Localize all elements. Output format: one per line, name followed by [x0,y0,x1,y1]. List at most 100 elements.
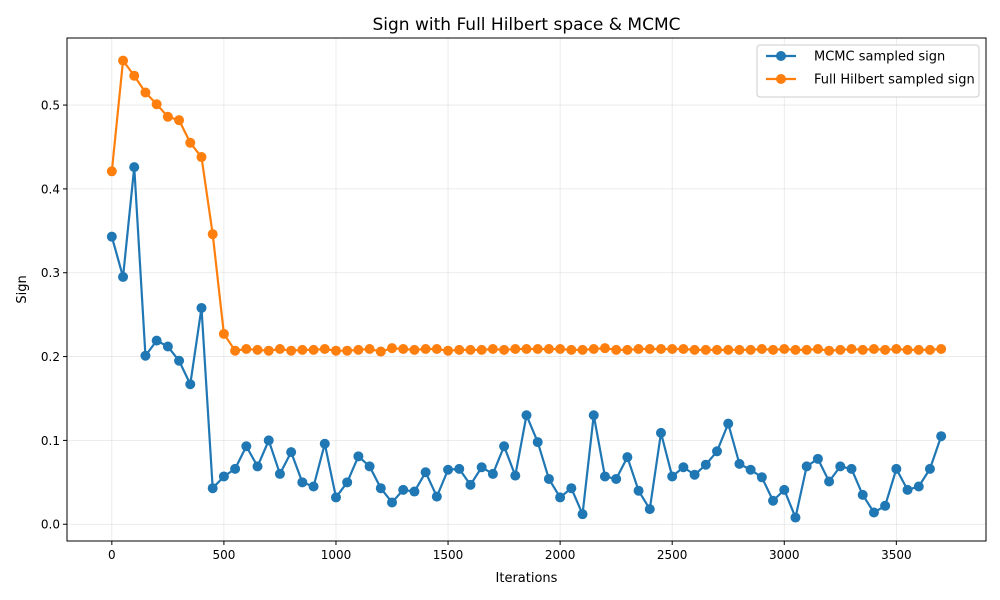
data-point [745,344,756,355]
data-point [812,344,823,355]
data-point [521,410,532,421]
data-point [868,344,879,355]
plot-frame [66,37,987,542]
data-point [891,344,902,355]
x-tick-label: 0 [108,548,116,562]
data-point [700,344,711,355]
legend: MCMC sampled sign Full Hilbert sampled s… [756,44,980,98]
data-point [924,463,935,474]
data-point [812,453,823,464]
data-point [667,471,678,482]
x-axis-ticks: 0 500 1000 1500 2000 2500 3000 3500 [108,541,912,562]
data-point [902,484,913,495]
data-point [487,344,498,355]
data-point [734,458,745,469]
data-point [655,344,666,355]
data-point [409,486,420,497]
data-point [274,344,285,355]
data-point [555,344,566,355]
x-tick-label: 3500 [881,548,912,562]
data-point [263,345,274,356]
data-point [454,344,465,355]
data-point [633,485,644,496]
series-layer [106,55,947,523]
data-point [364,344,375,355]
data-point [622,344,633,355]
data-point [566,483,577,494]
data-point [801,461,812,472]
data-point [185,137,196,148]
y-axis-label: Sign [15,275,30,303]
data-point [140,350,151,361]
data-point [543,473,554,484]
data-point [499,344,510,355]
data-point [868,507,879,518]
data-point [185,379,196,390]
data-point [633,344,644,355]
data-point [342,345,353,356]
data-point [342,477,353,488]
data-point [824,345,835,356]
data-point [824,476,835,487]
data-point [443,345,454,356]
data-point [476,344,487,355]
data-point [487,468,498,479]
x-axis-label: Iterations [496,571,558,586]
data-point [846,463,857,474]
data-point [532,344,543,355]
data-point [667,344,678,355]
data-point [308,344,319,355]
data-point [835,344,846,355]
data-point [252,344,263,355]
data-point [196,152,207,163]
data-point [151,335,162,346]
data-point [443,464,454,475]
data-point [644,504,655,515]
data-point [162,341,173,352]
data-point [151,99,162,110]
data-point [611,344,622,355]
data-point [588,344,599,355]
data-point [118,55,129,66]
data-point [599,471,610,482]
data-point [297,477,308,488]
data-point [644,344,655,355]
y-tick-label: 0.0 [41,518,60,532]
data-point [387,497,398,508]
data-point [779,344,790,355]
data-point [274,468,285,479]
data-point [577,509,588,520]
data-point [857,344,868,355]
data-point [835,461,846,472]
data-point [768,495,779,506]
data-point [655,427,666,438]
legend-box [756,44,980,98]
y-axis-ticks: 0.0 0.1 0.2 0.3 0.4 0.5 [41,99,67,532]
data-point [913,481,924,492]
data-point [936,344,947,355]
data-point [330,345,341,356]
data-point [207,483,218,494]
data-point [790,512,801,523]
data-point [286,345,297,356]
data-point [364,461,375,472]
x-tick-label: 1500 [433,548,464,562]
data-point [409,344,420,355]
data-point [106,231,117,242]
series-line [110,59,942,353]
data-point [779,484,790,495]
data-point [431,491,442,502]
data-point [353,451,364,462]
data-point [387,343,398,354]
data-point [532,437,543,448]
x-tick-label: 2500 [657,548,688,562]
data-point [700,459,711,470]
data-point [880,344,891,355]
data-point [588,410,599,421]
data-point [902,344,913,355]
data-point [913,344,924,355]
data-point [936,431,947,442]
y-tick-label: 0.3 [41,266,60,280]
data-point [297,344,308,355]
data-point [678,462,689,473]
